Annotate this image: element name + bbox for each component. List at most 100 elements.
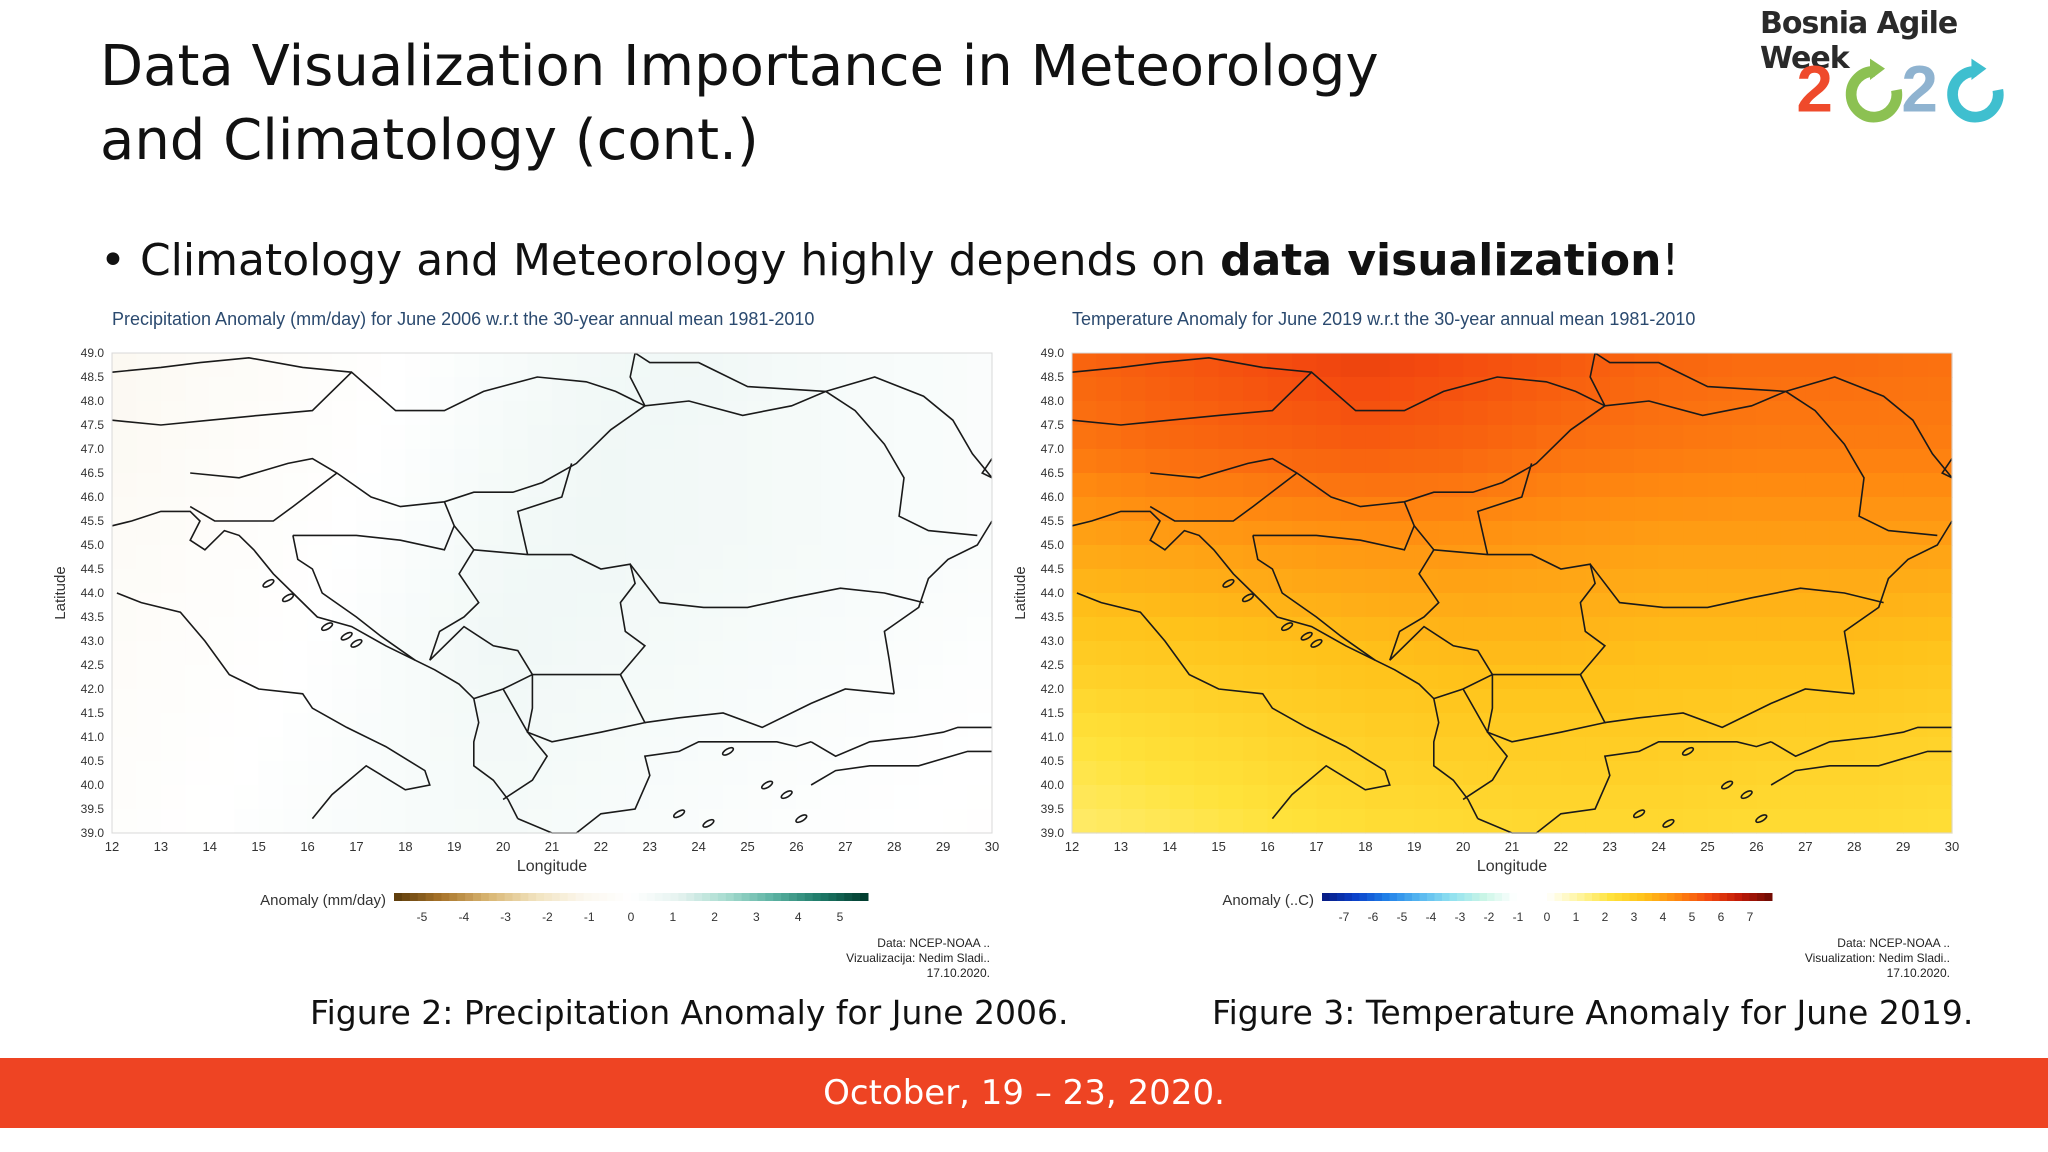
heatmap-cell <box>405 473 431 498</box>
heatmap-cell <box>1414 353 1440 378</box>
heatmap-cell <box>576 785 602 810</box>
heatmap-cell <box>1243 593 1269 618</box>
heatmap-cell <box>429 689 455 714</box>
heatmap-cell <box>1560 569 1586 594</box>
heatmap-cell <box>234 809 260 834</box>
heatmap-cell <box>1658 617 1684 642</box>
heatmap-cell <box>1316 737 1342 762</box>
heatmap-cell <box>1634 641 1660 666</box>
heatmap-cell <box>1829 497 1855 522</box>
heatmap-cell <box>747 617 773 642</box>
heatmap-cell <box>185 377 211 402</box>
heatmap-cell <box>943 689 969 714</box>
colorbar-tick-label: 5 <box>1689 910 1696 924</box>
heatmap-cell <box>1732 737 1758 762</box>
heatmap-cell <box>1414 809 1440 834</box>
heatmap-cell <box>478 617 504 642</box>
heatmap-cell <box>1096 425 1122 450</box>
heatmap-cell <box>1634 401 1660 426</box>
heatmap-cell <box>723 569 749 594</box>
heatmap-cell <box>380 401 406 426</box>
colorbar-segment <box>804 893 814 901</box>
heatmap-cell <box>454 497 480 522</box>
heatmap-cell <box>160 809 186 834</box>
x-tick-label: 16 <box>300 839 314 854</box>
credit-line: Data: NCEP-NOAA .. <box>877 936 990 950</box>
heatmap-cell <box>332 569 358 594</box>
heatmap-cell <box>1658 545 1684 570</box>
heatmap-cell <box>185 593 211 618</box>
heatmap-cell <box>1316 593 1342 618</box>
map-boundary-line <box>1589 352 1606 407</box>
heatmap-cell <box>552 521 578 546</box>
heatmap-cell <box>209 785 235 810</box>
heatmap-cell <box>1732 449 1758 474</box>
colorbar-segment <box>1412 893 1420 901</box>
colorbar-segment <box>1667 893 1675 901</box>
heatmap-cell <box>429 353 455 378</box>
heatmap-cell <box>820 641 846 666</box>
heatmap-cell <box>1120 497 1146 522</box>
heatmap-cell <box>918 425 944 450</box>
heatmap-cell <box>160 617 186 642</box>
map-boundary-line <box>116 592 431 820</box>
heatmap-cell <box>723 521 749 546</box>
heatmap-cell <box>1292 377 1318 402</box>
heatmap-cell <box>380 617 406 642</box>
heatmap-cell <box>1487 377 1513 402</box>
heatmap-cell <box>527 545 553 570</box>
heatmap-cell <box>967 377 993 402</box>
heatmap-cell <box>1414 497 1440 522</box>
y-tick-label: 42.0 <box>1041 682 1065 696</box>
heatmap-cell <box>1243 809 1269 834</box>
heatmap-cell <box>674 785 700 810</box>
heatmap-cell <box>1732 473 1758 498</box>
heatmap-cell <box>1487 785 1513 810</box>
heatmap-cell <box>185 689 211 714</box>
heatmap-cell <box>772 737 798 762</box>
heatmap-cell <box>1365 569 1391 594</box>
x-tick-label: 24 <box>1651 839 1665 854</box>
heatmap-cell <box>1536 449 1562 474</box>
heatmap-cell <box>1487 569 1513 594</box>
heatmap-cell <box>1683 689 1709 714</box>
heatmap-cell <box>1683 473 1709 498</box>
heatmap-cell <box>1756 401 1782 426</box>
heatmap-cell <box>1414 569 1440 594</box>
heatmap-cell <box>1634 449 1660 474</box>
heatmap-cell <box>356 521 382 546</box>
heatmap-cell <box>772 785 798 810</box>
heatmap-cell <box>112 617 138 642</box>
heatmap-cell <box>1316 521 1342 546</box>
heatmap-cell <box>1585 569 1611 594</box>
heatmap-cell <box>503 569 529 594</box>
y-tick-label: 43.5 <box>1041 610 1065 624</box>
heatmap-cell <box>1316 545 1342 570</box>
colorbar-segment <box>1524 893 1533 901</box>
heatmap-cell <box>160 569 186 594</box>
heatmap-cell <box>527 449 553 474</box>
heatmap-cell <box>967 353 993 378</box>
heatmap-cell <box>209 545 235 570</box>
heatmap-cell <box>1878 665 1904 690</box>
heatmap-cell <box>209 689 235 714</box>
heatmap-cell <box>820 497 846 522</box>
x-tick-label: 15 <box>251 839 265 854</box>
x-tick-label: 23 <box>1603 839 1617 854</box>
heatmap-cell <box>1512 425 1538 450</box>
heatmap-cell <box>1243 617 1269 642</box>
heatmap-cell <box>1389 401 1415 426</box>
heatmap-cell <box>1707 617 1733 642</box>
heatmap-cell <box>1927 737 1953 762</box>
heatmap-cell <box>1487 521 1513 546</box>
heatmap-cell <box>283 737 309 762</box>
heatmap-cell <box>454 425 480 450</box>
heatmap-cell <box>1609 521 1635 546</box>
heatmap-cell <box>332 593 358 618</box>
heatmap-cell <box>405 449 431 474</box>
x-tick-label: 18 <box>398 839 412 854</box>
map-boundary-line <box>1476 463 1533 555</box>
colorbar-segment <box>1644 893 1653 901</box>
colorbar-tick-label: 0 <box>1544 910 1551 924</box>
heatmap-cell <box>1609 545 1635 570</box>
